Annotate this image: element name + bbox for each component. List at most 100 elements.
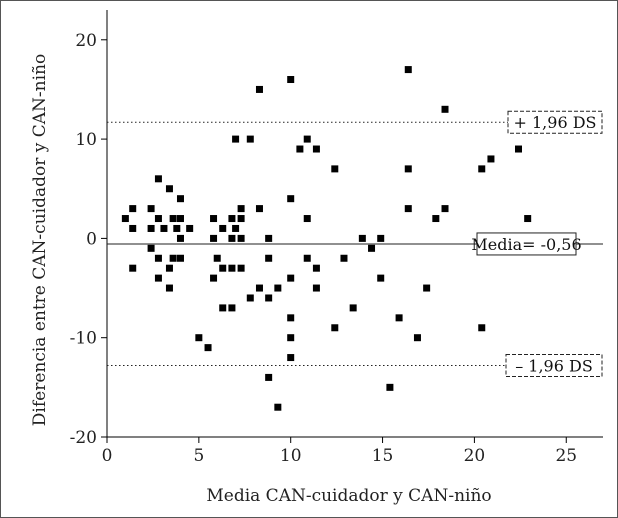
reference-label: Media= -0,56 — [471, 235, 581, 254]
data-point — [210, 234, 218, 242]
data-point — [274, 403, 282, 411]
data-point — [287, 334, 295, 342]
data-point — [413, 334, 421, 342]
data-point — [232, 135, 240, 143]
data-point — [195, 334, 203, 342]
data-point — [432, 215, 440, 223]
data-point — [296, 145, 304, 153]
data-point — [160, 224, 168, 232]
data-point — [255, 85, 263, 93]
y-tick-label: 10 — [75, 130, 97, 150]
y-tick-label: -20 — [70, 428, 97, 448]
data-point — [331, 165, 339, 173]
data-point — [265, 373, 273, 381]
data-point — [265, 294, 273, 302]
data-point — [386, 383, 394, 391]
x-axis-title: Media CAN-cuidador y CAN-niño — [206, 486, 491, 506]
data-point — [377, 234, 385, 242]
data-point — [237, 215, 245, 223]
data-point — [246, 294, 254, 302]
data-point — [358, 234, 366, 242]
data-point — [232, 224, 240, 232]
data-point — [228, 215, 236, 223]
data-point — [287, 195, 295, 203]
data-point — [368, 244, 376, 252]
x-tick-label: 0 — [102, 446, 113, 466]
data-point — [228, 264, 236, 272]
y-tick-label: -10 — [70, 329, 97, 349]
reference-label-box — [507, 110, 603, 134]
data-point — [478, 165, 486, 173]
reference-label-box — [476, 232, 577, 256]
data-point — [121, 215, 129, 223]
data-point — [129, 205, 137, 213]
data-point — [423, 284, 431, 292]
y-tick-label: 0 — [86, 229, 97, 249]
data-point — [377, 274, 385, 282]
y-tick-label: 20 — [75, 31, 97, 51]
data-point — [165, 185, 173, 193]
data-point — [349, 304, 357, 312]
data-point — [287, 354, 295, 362]
reference-label: + 1,96 DS — [514, 113, 597, 132]
data-point — [303, 215, 311, 223]
data-point — [237, 264, 245, 272]
data-point — [255, 205, 263, 213]
data-point — [169, 254, 177, 262]
data-point — [154, 274, 162, 282]
data-point — [287, 314, 295, 322]
x-tick-label: 25 — [555, 446, 577, 466]
data-point — [169, 215, 177, 223]
data-point — [219, 264, 227, 272]
data-point — [404, 66, 412, 74]
x-tick-label: 15 — [372, 446, 394, 466]
data-point — [186, 224, 194, 232]
data-point — [176, 195, 184, 203]
x-tick-label: 5 — [193, 446, 204, 466]
data-point — [395, 314, 403, 322]
data-point — [228, 234, 236, 242]
data-point — [331, 324, 339, 332]
data-point — [524, 215, 532, 223]
data-point — [147, 244, 155, 252]
data-point — [210, 274, 218, 282]
data-point — [237, 234, 245, 242]
data-point — [213, 254, 221, 262]
data-point — [441, 105, 449, 113]
data-points — [121, 66, 532, 411]
data-point — [228, 304, 236, 312]
data-point — [441, 205, 449, 213]
x-tick-label: 10 — [280, 446, 302, 466]
data-point — [210, 215, 218, 223]
data-point — [147, 224, 155, 232]
data-point — [154, 254, 162, 262]
data-point — [176, 215, 184, 223]
reference-label: – 1,96 DS — [515, 357, 593, 376]
data-point — [478, 324, 486, 332]
data-point — [312, 145, 320, 153]
data-point — [312, 264, 320, 272]
axes: 0 5 10 15 20 25 20 10 0 -10 -20 — [70, 10, 603, 466]
data-point — [154, 175, 162, 183]
data-point — [219, 224, 227, 232]
data-point — [514, 145, 522, 153]
data-point — [287, 274, 295, 282]
data-point — [287, 76, 295, 84]
data-point — [129, 224, 137, 232]
data-point — [312, 284, 320, 292]
data-point — [165, 284, 173, 292]
data-point — [246, 135, 254, 143]
reference-lines: + 1,96 DS Media= -0,56 – 1,96 DS — [107, 110, 603, 378]
data-point — [265, 234, 273, 242]
data-point — [237, 205, 245, 213]
data-point — [340, 254, 348, 262]
data-point — [129, 264, 137, 272]
data-point — [204, 344, 212, 352]
data-point — [154, 215, 162, 223]
data-point — [173, 224, 181, 232]
data-point — [219, 304, 227, 312]
data-point — [165, 264, 173, 272]
data-point — [404, 165, 412, 173]
data-point — [147, 205, 155, 213]
